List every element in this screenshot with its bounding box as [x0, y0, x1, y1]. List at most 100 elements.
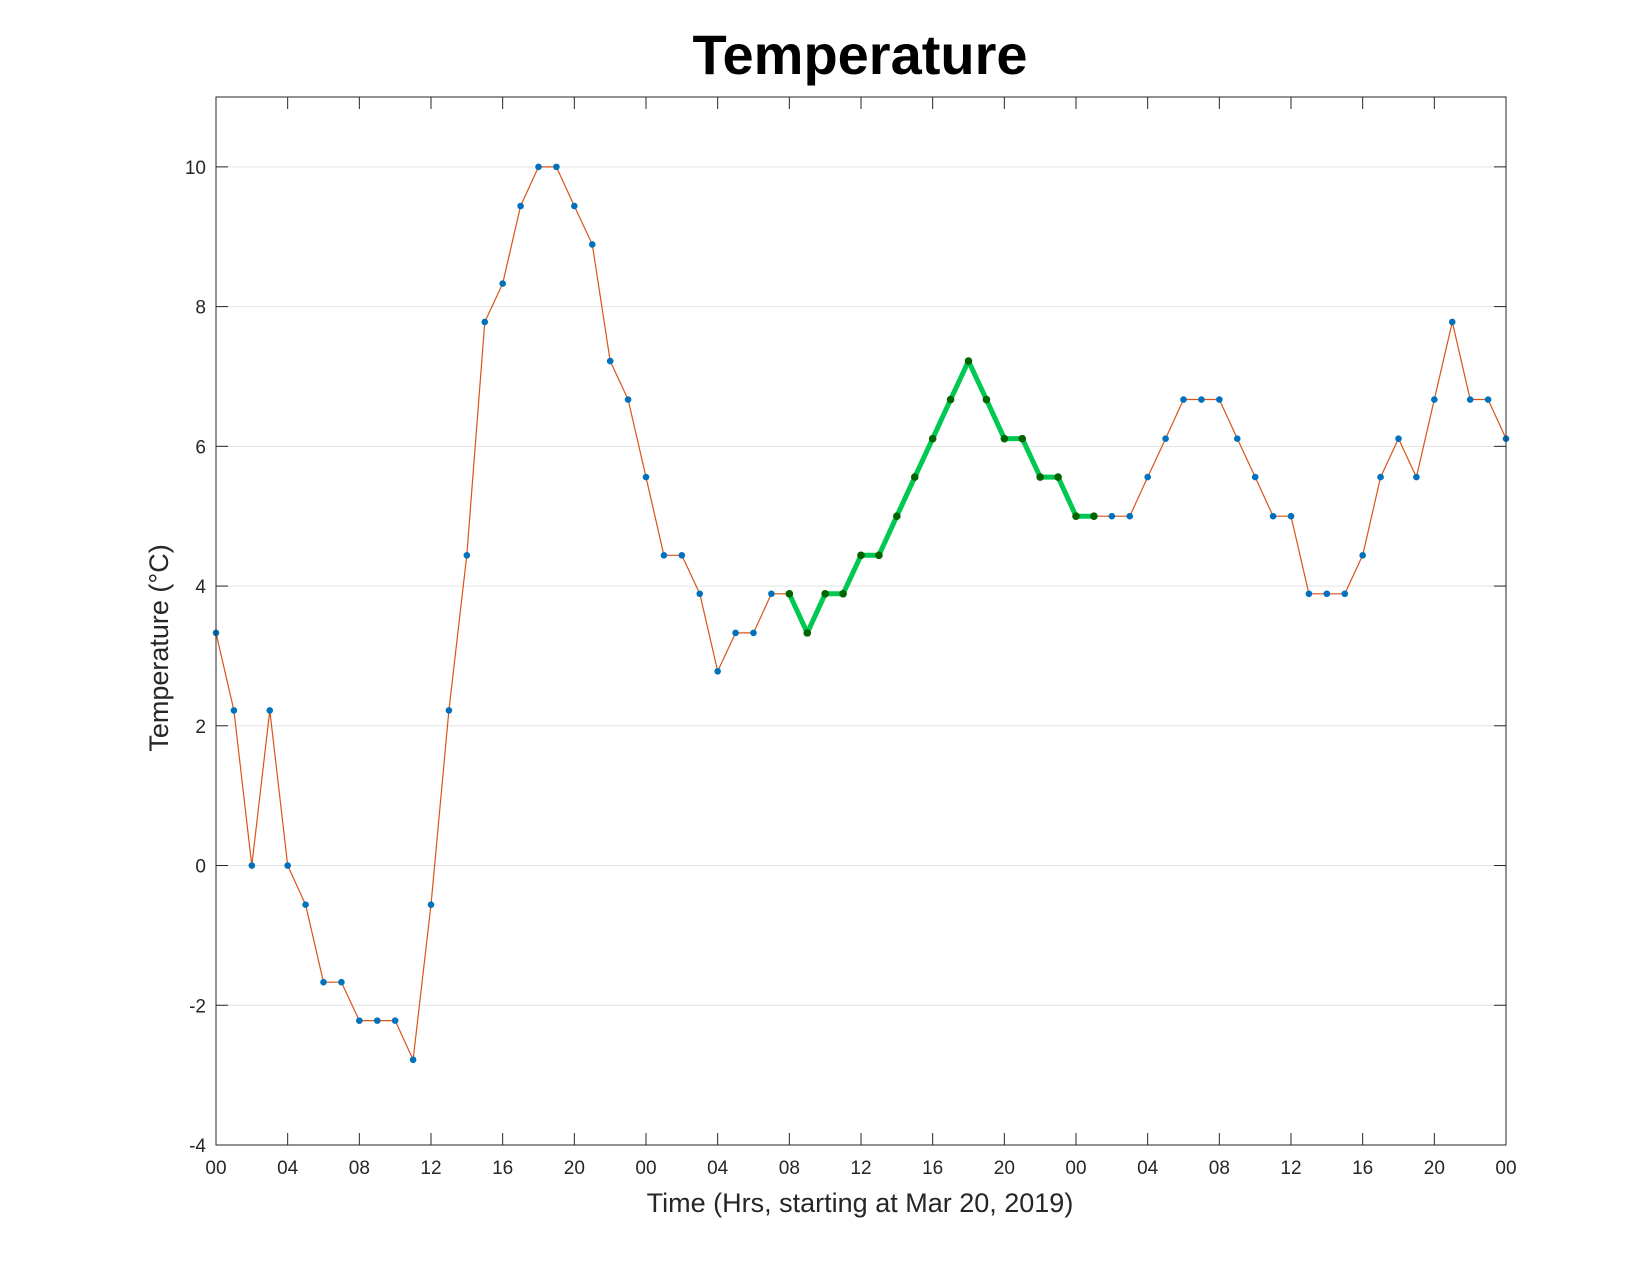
- temperature-point: [1413, 473, 1420, 481]
- x-tick-label: 16: [492, 1158, 513, 1179]
- x-tick-label: 20: [1424, 1158, 1445, 1179]
- x-tick-label: 12: [850, 1158, 871, 1179]
- temperature-point: [1162, 435, 1169, 442]
- temperature-point: [571, 202, 578, 210]
- temperature-point: [1126, 512, 1134, 520]
- temperature-point: [302, 901, 309, 908]
- highlight-point: [839, 589, 847, 598]
- temperature-point: [320, 978, 327, 986]
- temperature-point: [696, 590, 704, 598]
- y-tick-label: 4: [195, 577, 206, 598]
- temperature-point: [1198, 396, 1205, 403]
- x-tick-label: 16: [922, 1158, 943, 1179]
- highlight-point: [875, 551, 883, 560]
- x-tick-label: 08: [1209, 1158, 1230, 1179]
- temperature-point: [588, 241, 596, 248]
- temperature-point: [284, 862, 291, 869]
- temperature-point: [266, 707, 274, 714]
- x-tick-label: 20: [994, 1158, 1015, 1179]
- x-tick-label: 00: [1495, 1158, 1516, 1179]
- temperature-point: [535, 163, 542, 171]
- temperature-point: [1359, 552, 1366, 559]
- temperature-point: [356, 1017, 363, 1024]
- highlight-point: [946, 395, 955, 404]
- temperature-point: [624, 396, 632, 403]
- temperature-point: [732, 629, 739, 637]
- axes-box: [215, 96, 1507, 1146]
- y-tick-label: 6: [195, 437, 206, 458]
- temperature-point: [678, 552, 686, 559]
- temperature-point: [409, 1056, 417, 1064]
- temperature-point: [642, 473, 650, 481]
- temperature-point: [714, 668, 721, 675]
- temperature-point: [1323, 590, 1331, 598]
- highlight-point: [982, 395, 991, 404]
- temperature-point: [338, 978, 345, 986]
- temperature-point: [1377, 473, 1384, 481]
- temperature-point: [553, 163, 560, 171]
- highlight-point: [1054, 473, 1062, 481]
- x-tick-label: 04: [277, 1158, 299, 1179]
- x-axis-label: Time (Hrs, starting at Mar 20, 2019): [647, 1188, 1074, 1218]
- x-tick-label: 04: [707, 1158, 729, 1179]
- temperature-point: [391, 1017, 399, 1024]
- x-tick-label: 00: [1065, 1158, 1086, 1179]
- temperature-point: [499, 280, 506, 287]
- y-tick-label: 0: [195, 857, 206, 878]
- highlight-point: [857, 551, 865, 560]
- highlight-point: [1090, 512, 1098, 520]
- y-axis-label: Temperature (°C): [144, 544, 174, 751]
- temperature-point: [1144, 473, 1151, 481]
- temperature-point: [230, 707, 238, 714]
- x-tick-label: 16: [1352, 1158, 1373, 1179]
- temperature-point: [1305, 590, 1313, 598]
- temperature-point: [1251, 473, 1259, 481]
- highlight-point: [893, 512, 901, 520]
- grid-lines: [216, 166, 1506, 1146]
- temperature-point: [750, 629, 757, 637]
- temperature-point: [1395, 435, 1402, 442]
- temperature-point: [1180, 396, 1187, 403]
- highlight-point: [1000, 434, 1009, 443]
- temperature-point: [248, 862, 256, 869]
- temperature-point: [1448, 318, 1456, 326]
- highlight-point: [1036, 473, 1044, 481]
- x-tick-label: 00: [205, 1158, 226, 1179]
- temperature-point: [1431, 396, 1438, 403]
- x-tick-label: 08: [349, 1158, 370, 1179]
- temperature-point: [1466, 396, 1474, 403]
- temperature-point: [481, 318, 489, 326]
- temperature-point: [606, 357, 614, 365]
- highlight-point: [964, 357, 973, 365]
- highlight-point: [928, 434, 937, 443]
- highlight-point: [803, 629, 812, 637]
- x-tick-label: 20: [564, 1158, 585, 1179]
- x-tick-label: 08: [779, 1158, 800, 1179]
- y-tick-label: 2: [195, 717, 206, 738]
- temperature-point: [1341, 590, 1349, 598]
- temperature-point: [445, 707, 453, 714]
- data-series: [212, 163, 1510, 1064]
- temperature-point: [768, 590, 775, 598]
- y-tick-label: -2: [189, 996, 206, 1017]
- temperature-point: [427, 901, 435, 908]
- temperature-point: [517, 202, 524, 210]
- temperature-point: [463, 552, 471, 559]
- temperature-point: [1269, 512, 1277, 520]
- highlight-point: [1018, 434, 1027, 443]
- x-tick-label: 00: [635, 1158, 656, 1179]
- chart-title: Temperature: [692, 23, 1027, 86]
- temperature-point: [660, 552, 668, 559]
- temperature-point: [1108, 512, 1116, 520]
- x-tick-label: 12: [420, 1158, 441, 1179]
- tick-labels: -4 -2 0 2 4 6 8 10 00 04 08 12 16 20 00 04 08 12 16 20 00 04 0…: [185, 158, 1517, 1179]
- y-tick-label: 10: [185, 158, 206, 179]
- y-tick-label: 8: [195, 298, 206, 319]
- x-tick-label: 04: [1137, 1158, 1159, 1179]
- temperature-point: [373, 1017, 381, 1024]
- temperature-point: [1287, 512, 1295, 520]
- temperature-point: [1484, 396, 1492, 403]
- highlight-point: [1072, 512, 1080, 520]
